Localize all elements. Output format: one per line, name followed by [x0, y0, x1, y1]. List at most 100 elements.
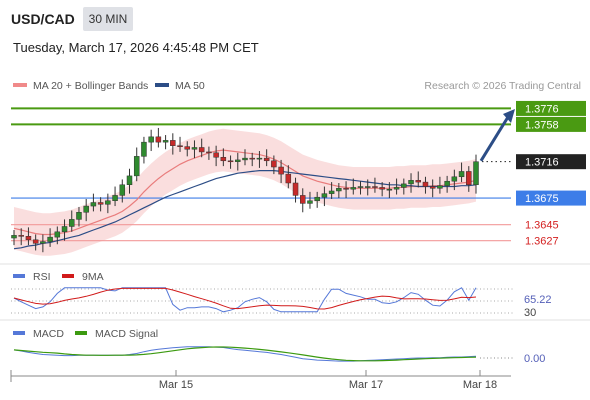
candle-body	[314, 196, 320, 201]
price-tag-label-pivot: 1.3675	[525, 193, 559, 205]
x-axis-ticks: Mar 15 Mar 17 Mar 18	[159, 370, 497, 391]
projection-arrow-head	[503, 108, 515, 123]
bollinger-band	[14, 128, 476, 256]
candle-body	[466, 171, 472, 186]
candle-body	[242, 157, 248, 161]
macd-signal-legend-swatch	[75, 331, 87, 335]
candle-body	[249, 157, 255, 160]
candle-body	[112, 195, 118, 201]
timeframe-label: 30 MIN	[89, 12, 128, 26]
candle-body	[155, 136, 162, 143]
candle-body	[76, 212, 82, 220]
price-tag-label-target-2: 1.3776	[525, 103, 559, 115]
candle-body	[328, 190, 335, 194]
candle-body	[393, 187, 400, 190]
macd-legend-swatch	[13, 331, 25, 335]
rsi-value-label: 65.22	[524, 294, 552, 306]
candle-body	[170, 140, 176, 146]
projection-arrow-shaft	[479, 116, 510, 162]
candle-body	[256, 157, 263, 160]
candle-body	[90, 202, 97, 207]
candle-body	[148, 136, 154, 143]
bollinger-band-layer	[14, 128, 476, 256]
rsi-legend-label: RSI	[33, 271, 51, 283]
rsi-plot	[11, 287, 515, 314]
macd-legend-label: MACD	[33, 328, 64, 340]
candle-body	[162, 140, 169, 143]
rsi-ma-legend-label: 9MA	[82, 271, 104, 283]
x-tick-label: Mar 17	[349, 379, 383, 391]
candle-body	[415, 180, 421, 183]
candle-body	[357, 186, 364, 188]
rsi-line	[13, 287, 477, 313]
candle-body	[444, 180, 450, 186]
candle-body	[61, 226, 68, 233]
candle-body	[220, 156, 227, 162]
price-tag-label-last-price: 1.3716	[525, 157, 559, 169]
ma50-legend-label: MA 50	[175, 80, 205, 92]
candle-body	[206, 151, 212, 154]
rsi-level-30-label: 30	[524, 307, 536, 319]
candle-body	[191, 147, 198, 150]
candle-body	[350, 187, 357, 190]
candle-body	[69, 219, 75, 227]
candle-body	[105, 200, 111, 205]
candlestick-layer	[11, 127, 479, 253]
candle-body	[292, 182, 299, 196]
candle-body	[141, 141, 147, 157]
candle-body	[97, 202, 104, 205]
candle-body	[227, 160, 234, 163]
price-tag-label-support-2: 1.3627	[525, 236, 559, 248]
macd-plot	[13, 346, 515, 362]
candle-body	[429, 186, 436, 189]
macd-signal-line	[13, 346, 477, 362]
price-tag-last-price	[516, 154, 586, 170]
level-lines-layer	[11, 107, 511, 242]
candle-body	[11, 235, 17, 239]
candle-body	[473, 161, 479, 186]
candle-body	[401, 183, 407, 188]
candle-body	[40, 241, 46, 244]
price-tags-layer: 1.3776 1.3758 1.3716 1.3675 1.3645 1.3627	[516, 100, 586, 248]
price-tag-label-support-1: 1.3645	[525, 220, 559, 232]
price-tag-label-target-1: 1.3758	[525, 119, 559, 131]
price-tag-pivot	[516, 190, 586, 206]
candle-body	[386, 188, 393, 191]
price-tag-target-2	[516, 100, 586, 116]
ma50-line	[13, 170, 477, 250]
candle-body	[47, 236, 53, 242]
credit-label: Research © 2026 Trading Central	[424, 80, 581, 92]
candle-body	[83, 205, 89, 213]
candle-body	[372, 186, 378, 188]
candle-body	[321, 193, 328, 198]
candle-body	[32, 239, 39, 244]
candle-body	[198, 147, 205, 153]
macd-value-label: 0.00	[524, 353, 545, 365]
candle-body	[458, 171, 465, 178]
candle-body	[343, 188, 349, 190]
macd-signal-legend-label: MACD Signal	[95, 328, 158, 340]
candle-body	[451, 176, 458, 182]
timeframe-badge[interactable]	[83, 7, 133, 31]
candle-body	[379, 187, 385, 190]
ma20-legend-label: MA 20 + Bollinger Bands	[33, 80, 148, 92]
rsi-ma-line	[13, 287, 477, 310]
candle-body	[133, 156, 140, 177]
candle-body	[437, 185, 443, 189]
rsi-legend-swatch	[13, 274, 25, 278]
candle-body	[177, 145, 183, 147]
pair-title: USD/CAD	[11, 11, 75, 27]
datetime-label: Tuesday, March 17, 2026 4:45:48 PM CET	[13, 40, 259, 55]
candle-body	[126, 175, 133, 186]
candle-body	[336, 188, 342, 192]
candle-body	[25, 235, 32, 241]
ma20-legend-swatch	[13, 83, 27, 87]
candle-body	[235, 159, 241, 162]
candle-body	[285, 173, 292, 184]
price-tag-target-1	[516, 116, 586, 132]
candle-body	[184, 146, 190, 150]
ma50-legend-swatch	[155, 83, 169, 87]
candle-body	[278, 166, 284, 175]
candle-body	[307, 200, 313, 204]
